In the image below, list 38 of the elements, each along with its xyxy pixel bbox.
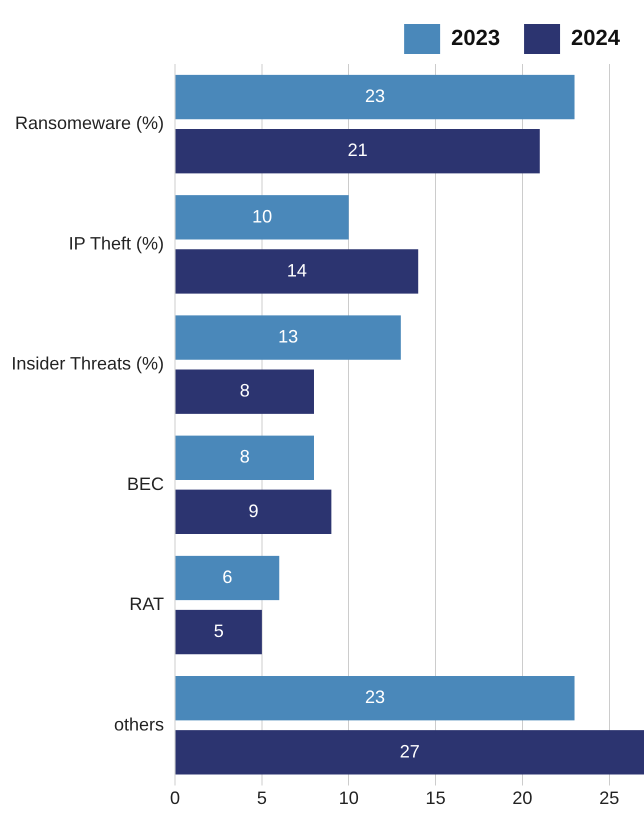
x-tick-label: 10	[338, 788, 359, 808]
data-label: 13	[278, 326, 298, 346]
x-tick-label: 5	[256, 788, 267, 808]
bar	[176, 315, 401, 360]
y-tick-label: IP Theft (%)	[68, 233, 164, 254]
y-tick-label: Insider Threats (%)	[11, 354, 164, 374]
data-label: 8	[240, 446, 250, 467]
bar	[176, 556, 280, 600]
data-label: 23	[365, 86, 386, 106]
y-tick-label: BEC	[127, 474, 164, 494]
bar	[176, 436, 314, 480]
bar	[176, 369, 314, 414]
bar	[176, 195, 349, 240]
x-tick-label: 25	[599, 788, 620, 808]
y-tick-label: Ransomeware (%)	[14, 113, 164, 134]
y-tick-label: others	[114, 714, 164, 734]
legend-label: 2024	[571, 25, 621, 50]
y-tick-label: RAT	[129, 594, 164, 614]
bar	[176, 490, 332, 534]
data-label: 27	[400, 741, 420, 762]
x-tick-label: 15	[426, 788, 446, 808]
x-tick-label: 0	[170, 788, 180, 808]
data-label: 23	[365, 687, 386, 708]
bar	[176, 74, 575, 120]
bar	[176, 128, 540, 174]
data-label: 21	[348, 140, 368, 160]
legend-label: 2023	[451, 25, 500, 50]
data-label: 6	[222, 566, 232, 587]
data-label: 10	[252, 206, 272, 226]
x-tick-label: 20	[512, 788, 532, 808]
data-label: 14	[286, 260, 307, 280]
data-label: 5	[214, 621, 224, 642]
bar	[176, 676, 575, 720]
data-label: 8	[240, 380, 250, 401]
data-label: 9	[248, 500, 258, 521]
bar	[176, 730, 644, 775]
bar	[176, 249, 418, 294]
bar	[176, 610, 262, 654]
